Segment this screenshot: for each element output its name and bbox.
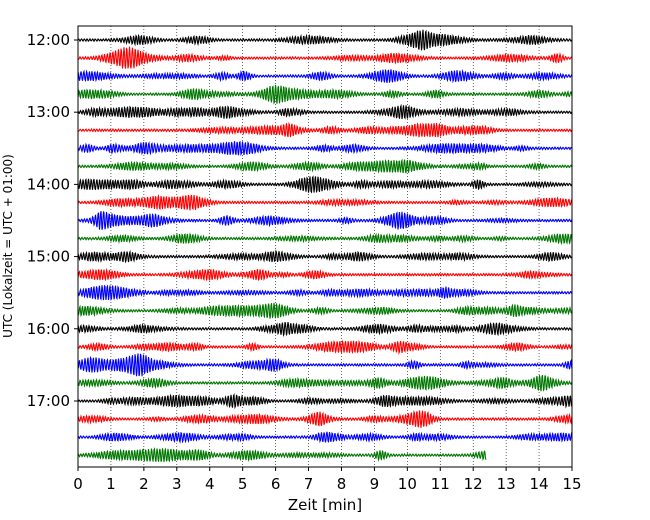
y-tick-label: 16:00 bbox=[27, 320, 70, 338]
plot-area-frame bbox=[77, 25, 573, 468]
x-tick-label: 13 bbox=[497, 475, 516, 493]
x-axis-ticks: 0 1 2 3 4 5 6 7 8 9 10 11 12 13 14 15 bbox=[73, 467, 582, 493]
x-tick-label: 4 bbox=[205, 475, 215, 493]
x-tick-label: 7 bbox=[304, 475, 314, 493]
seismic-traces bbox=[77, 29, 573, 463]
y-axis-ticks: 12:00 13:00 14:00 15:00 16:00 17:00 bbox=[27, 31, 78, 410]
y-axis-label: UTC (Lokalzeit = UTC + 01:00) bbox=[1, 154, 15, 338]
seismic-trace bbox=[77, 284, 573, 301]
x-tick-label: 10 bbox=[398, 475, 417, 493]
seismic-trace bbox=[77, 121, 573, 138]
seismic-trace bbox=[77, 193, 573, 211]
x-tick-label: 1 bbox=[106, 475, 116, 493]
seismic-trace bbox=[77, 249, 573, 264]
y-tick-label: 14:00 bbox=[27, 175, 70, 193]
seismic-trace bbox=[77, 447, 487, 463]
seismic-trace bbox=[77, 267, 573, 282]
y-tick-label: 13:00 bbox=[27, 103, 70, 121]
seismic-trace bbox=[77, 302, 573, 319]
seismic-trace bbox=[77, 431, 573, 444]
seismic-trace bbox=[77, 392, 573, 410]
seismic-trace bbox=[77, 140, 573, 157]
x-tick-label: 2 bbox=[139, 475, 149, 493]
x-tick-label: 6 bbox=[271, 475, 281, 493]
seismic-trace bbox=[77, 211, 573, 230]
seismic-trace bbox=[77, 339, 573, 355]
seismic-trace bbox=[77, 232, 573, 246]
seismic-trace bbox=[77, 175, 573, 194]
seismic-trace bbox=[77, 46, 573, 69]
seismic-trace bbox=[77, 410, 573, 428]
seismic-trace bbox=[77, 353, 573, 377]
x-tick-label: 0 bbox=[73, 475, 83, 493]
x-tick-label: 5 bbox=[238, 475, 248, 493]
x-tick-label: 8 bbox=[337, 475, 347, 493]
seismic-trace bbox=[77, 374, 573, 392]
y-tick-label: 15:00 bbox=[27, 248, 70, 266]
x-tick-label: 9 bbox=[370, 475, 380, 493]
seismic-trace bbox=[77, 69, 573, 84]
y-tick-label: 17:00 bbox=[27, 392, 70, 410]
seismic-trace bbox=[77, 103, 573, 120]
seismic-trace bbox=[77, 158, 573, 174]
x-tick-label: 3 bbox=[172, 475, 182, 493]
y-tick-label: 12:00 bbox=[27, 31, 70, 49]
seismic-trace bbox=[77, 84, 573, 105]
seismic-trace bbox=[77, 29, 573, 51]
x-tick-label: 15 bbox=[562, 475, 581, 493]
x-tick-label: 11 bbox=[431, 475, 450, 493]
x-tick-label: 12 bbox=[464, 475, 483, 493]
x-tick-label: 14 bbox=[530, 475, 549, 493]
seismic-trace bbox=[77, 321, 573, 337]
x-axis-label: Zeit [min] bbox=[288, 496, 362, 514]
